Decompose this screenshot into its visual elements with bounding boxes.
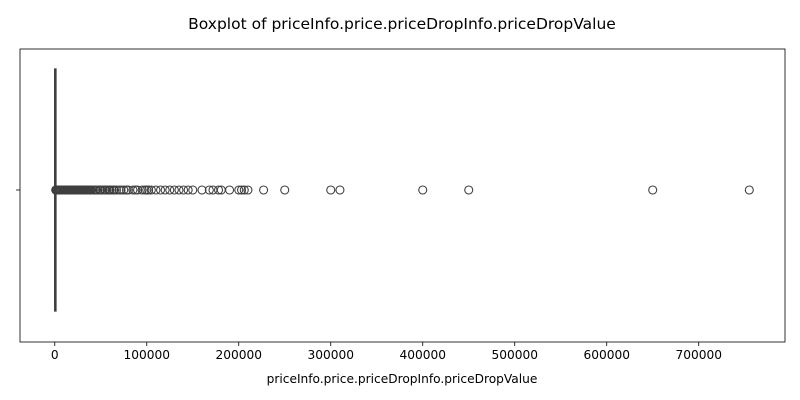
outlier-point <box>179 185 189 195</box>
outlier-point <box>326 185 336 195</box>
x-tick-label: 400000 <box>399 348 446 362</box>
outlier-point <box>239 185 249 195</box>
outlier-point <box>133 185 143 195</box>
x-tick-label: 700000 <box>675 348 722 362</box>
x-tick-label: 500000 <box>491 348 538 362</box>
outlier-point <box>213 185 224 195</box>
outlier-point <box>197 185 207 195</box>
outlier-point <box>156 185 166 195</box>
outlier-point <box>464 185 474 195</box>
outlier-point <box>116 185 126 195</box>
outlier-point <box>744 185 754 195</box>
outlier-point <box>128 185 138 195</box>
x-axis-ticks: 0 100000 200000 300000 400000 500000 600000 700… <box>51 342 722 362</box>
outlier-point <box>418 185 428 195</box>
outlier-point <box>204 185 214 195</box>
outlier-point <box>335 185 345 195</box>
outlier-point <box>160 185 170 195</box>
x-tick-label: 200000 <box>215 348 262 362</box>
outlier-point <box>137 185 147 195</box>
outlier-point <box>111 185 121 195</box>
outlier-point <box>169 185 179 195</box>
x-tick-label: 100000 <box>123 348 170 362</box>
outlier-point <box>146 185 156 195</box>
outlier-point <box>183 185 193 195</box>
x-tick-label: 300000 <box>307 348 354 362</box>
x-tick-label: 600000 <box>583 348 630 362</box>
outlier-point <box>259 185 269 195</box>
outlier-point <box>188 185 198 195</box>
outliers <box>51 185 754 195</box>
outlier-point <box>144 185 154 195</box>
outlier-point <box>165 185 175 195</box>
outlier-point <box>236 185 247 195</box>
outlier-point <box>234 185 244 195</box>
x-axis-label: priceInfo.price.priceDropInfo.priceDropV… <box>267 372 538 386</box>
outlier-point <box>243 185 253 195</box>
x-tick-label: 0 <box>51 348 59 362</box>
outlier-point <box>648 185 658 195</box>
outlier-point <box>151 185 161 195</box>
outlier-point <box>119 185 129 195</box>
outlier-point <box>225 185 235 195</box>
outlier-point <box>123 185 133 195</box>
chart-title: Boxplot of priceInfo.price.priceDropInfo… <box>188 15 616 33</box>
outlier-point <box>174 185 184 195</box>
plot-area <box>19 48 786 343</box>
outlier-point <box>280 185 290 195</box>
